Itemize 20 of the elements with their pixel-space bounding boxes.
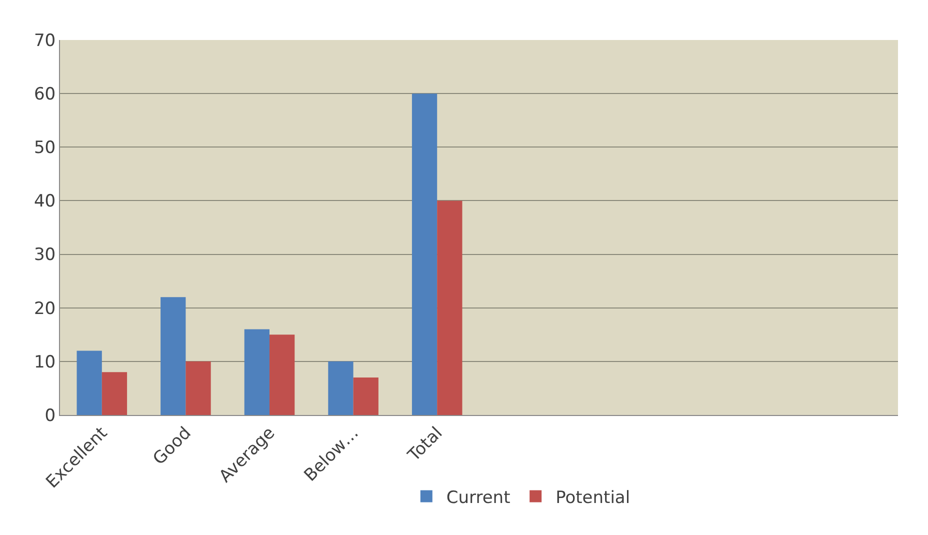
- bar: [412, 94, 438, 415]
- bar: [270, 334, 295, 415]
- y-tick-label: 50: [34, 138, 56, 158]
- legend-label: Current: [446, 488, 511, 508]
- y-tick-label: 60: [34, 84, 56, 105]
- bar: [102, 372, 128, 415]
- bar: [437, 200, 462, 415]
- y-tick-label: 30: [34, 245, 56, 266]
- y-tick-label: 0: [44, 406, 56, 426]
- bar: [160, 297, 186, 415]
- bar: [328, 361, 354, 415]
- legend-label: Potential: [556, 488, 630, 508]
- y-tick-label: 20: [34, 298, 56, 319]
- y-tick-label: 70: [34, 30, 56, 51]
- bar: [186, 361, 211, 415]
- bar: [76, 350, 102, 415]
- bar: [353, 378, 378, 415]
- y-tick-label: 40: [34, 192, 56, 212]
- bar: [244, 329, 270, 415]
- y-tick-label: 10: [34, 352, 56, 372]
